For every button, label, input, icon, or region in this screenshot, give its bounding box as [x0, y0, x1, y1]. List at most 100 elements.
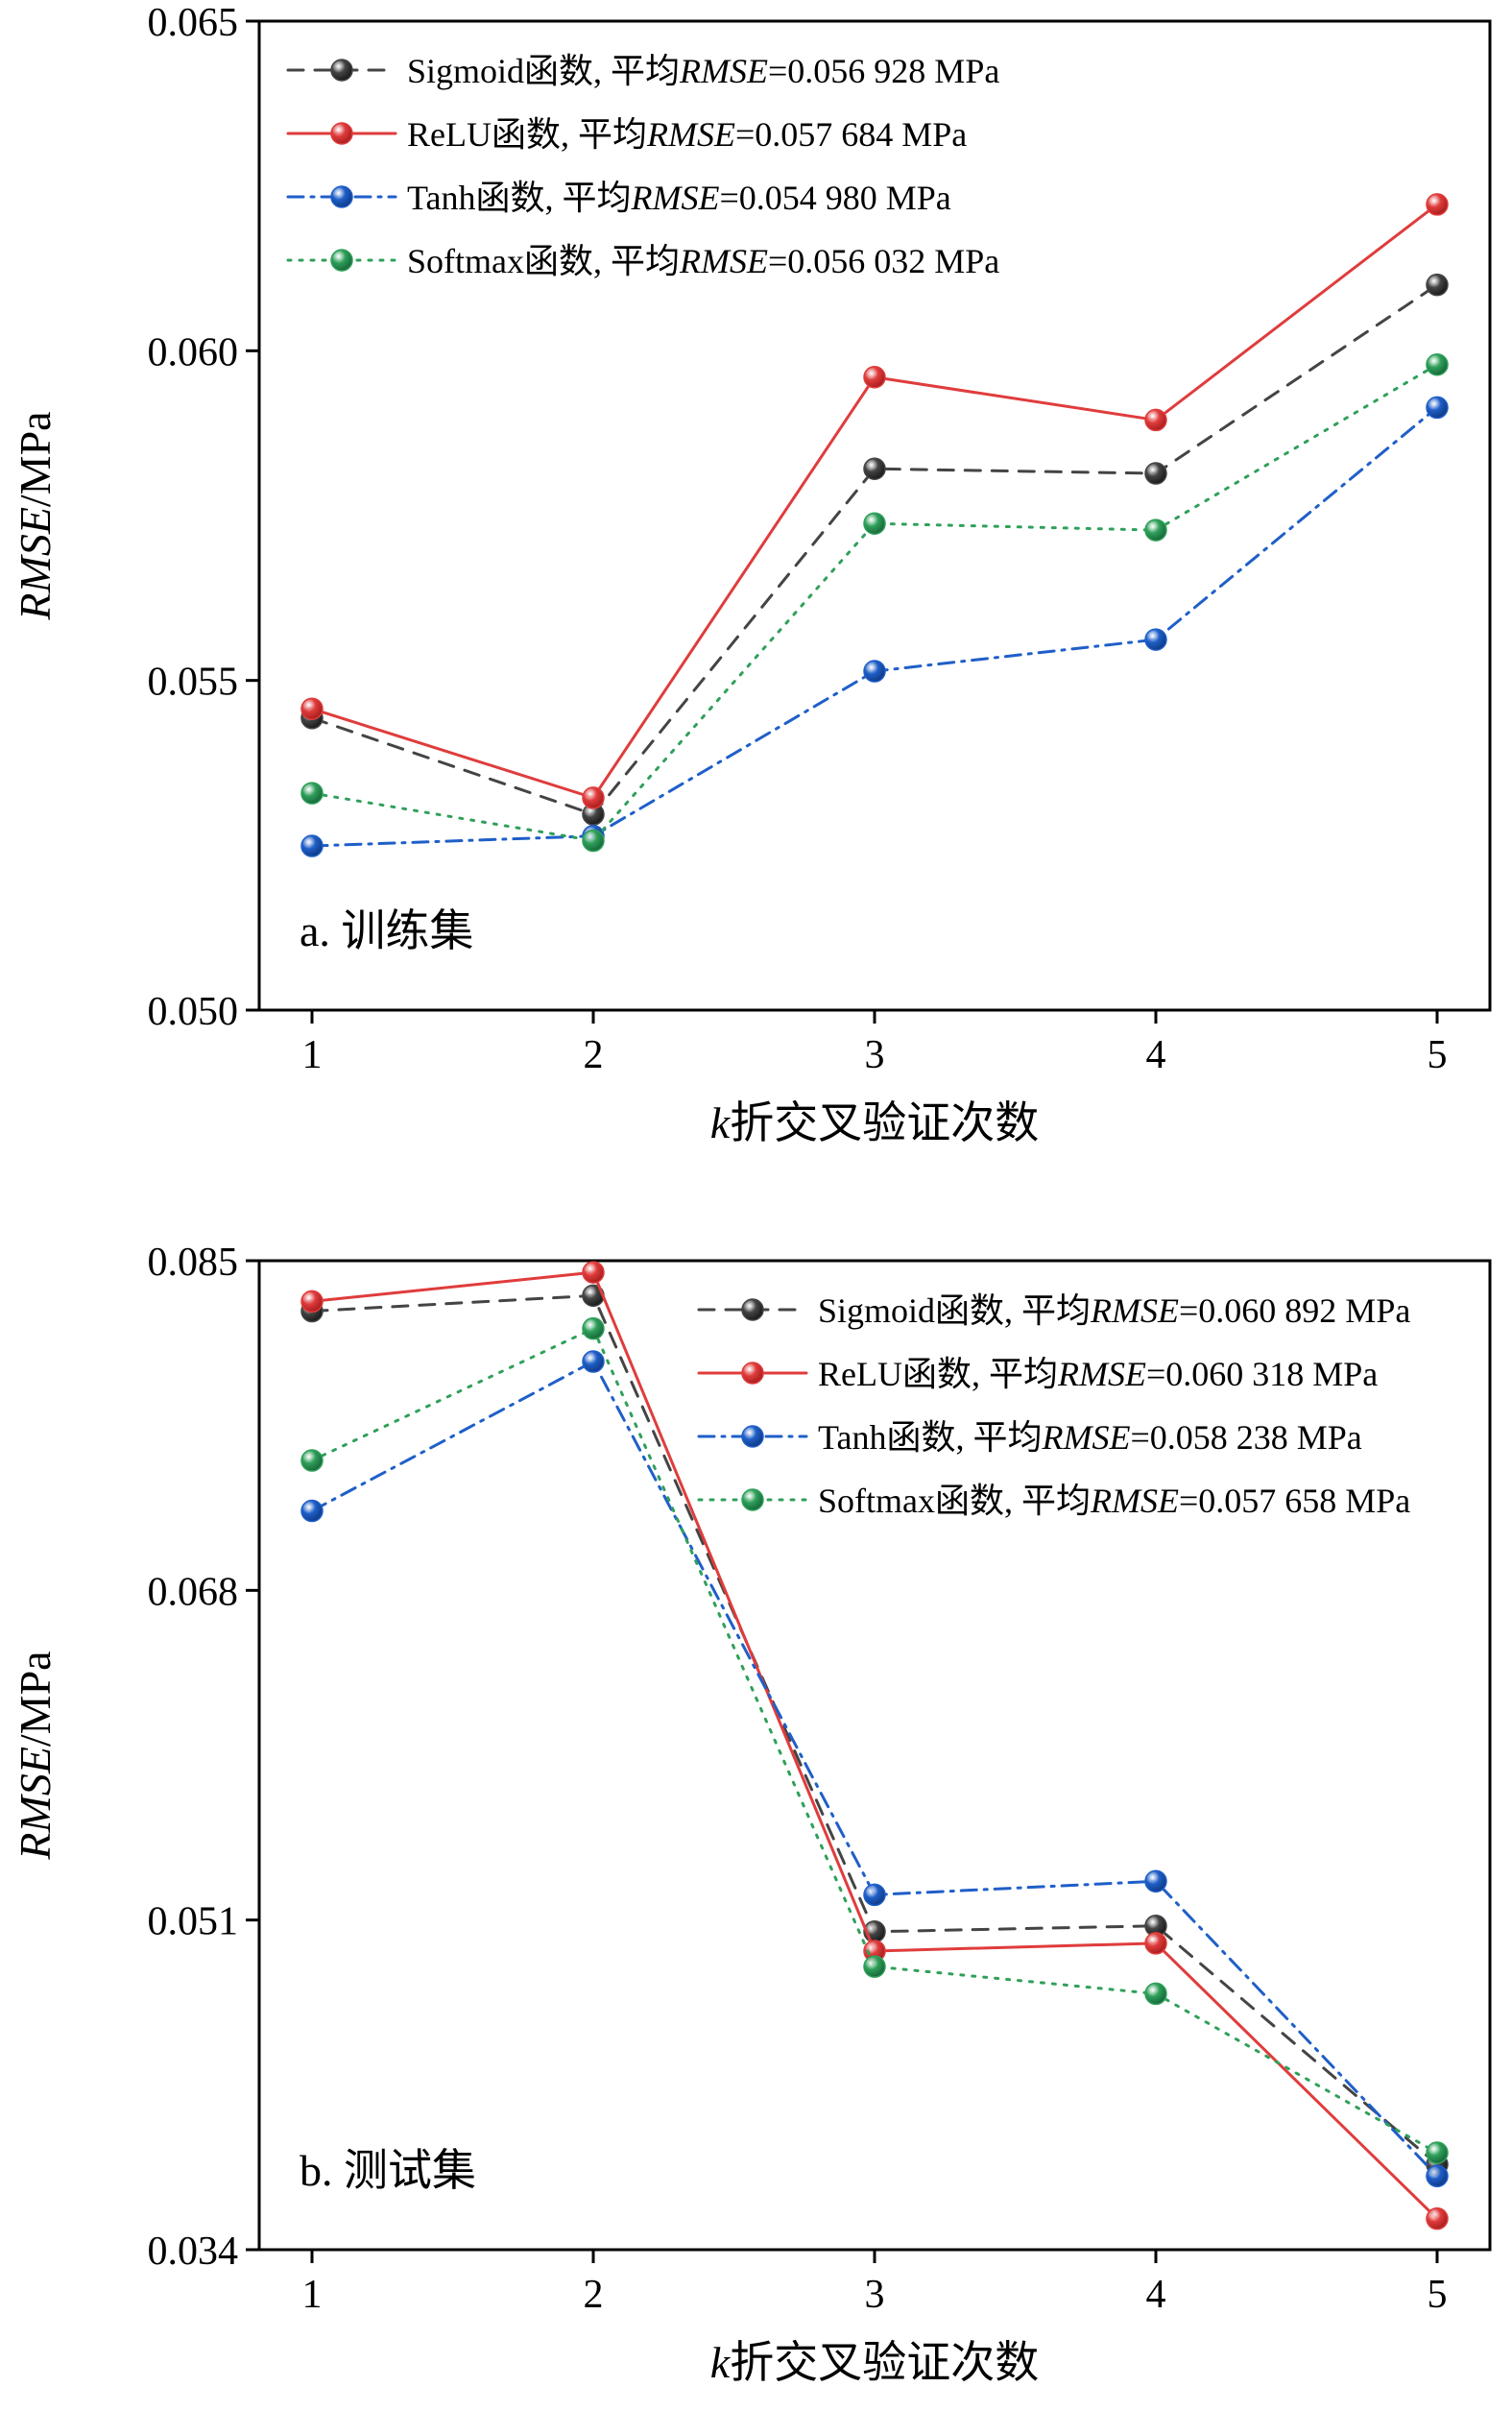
- x-tick-label: 3: [865, 1033, 885, 1077]
- x-tick: 5: [1428, 1010, 1448, 1077]
- data-point: [863, 660, 886, 683]
- legend-entry: Sigmoid函数, 平均RMSE=0.060 892 MPa: [697, 1291, 1410, 1330]
- series-line: [310, 363, 1439, 843]
- series-line: [310, 283, 1439, 816]
- data-point: [1426, 353, 1449, 376]
- series-sigmoid: [300, 273, 1449, 826]
- x-tick: 3: [865, 1010, 885, 1077]
- legend-entry: ReLU函数, 平均RMSE=0.057 684 MPa: [286, 115, 967, 154]
- chart-panel-b: 0.034 0.051 0.068 0.085 1 2 3 4 5 k折交叉验证次数 RMSE/MP…: [11, 1241, 1492, 2387]
- legend-label: Softmax函数, 平均RMSE=0.057 658 MPa: [818, 1482, 1410, 1520]
- x-tick-label: 1: [302, 2273, 323, 2317]
- x-tick: 3: [865, 2250, 885, 2317]
- data-point: [1426, 396, 1449, 420]
- data-point: [1144, 1982, 1167, 2006]
- data-point: [582, 786, 605, 809]
- legend: Sigmoid函数, 平均RMSE=0.056 928 MPa ReLU函数, 平…: [286, 52, 999, 280]
- y-tick: 0.050: [148, 990, 259, 1034]
- chart-panel-a: 0.050 0.055 0.060 0.065 1 2 3 4 5 k折交叉验证次数 RMSE/MP…: [11, 1, 1492, 1147]
- y-tick-label: 0.085: [148, 1241, 239, 1285]
- series-line: [310, 1270, 1439, 2221]
- data-point: [1426, 273, 1449, 297]
- legend: Sigmoid函数, 平均RMSE=0.060 892 MPa ReLU函数, 平…: [697, 1291, 1410, 1520]
- data-point: [863, 457, 886, 480]
- series-softmax: [300, 1316, 1449, 2164]
- data-point: [863, 1955, 886, 1978]
- y-tick: 0.051: [148, 1900, 259, 1944]
- x-tick: 2: [584, 1010, 604, 1077]
- data-point: [1426, 2206, 1449, 2230]
- data-point: [1144, 1869, 1167, 1893]
- series-tanh: [300, 1350, 1449, 2188]
- data-point: [1144, 462, 1167, 485]
- x-tick: 4: [1146, 1010, 1166, 1077]
- legend-label: Tanh函数, 平均RMSE=0.054 980 MPa: [407, 179, 951, 217]
- x-tick-label: 5: [1428, 1033, 1448, 1077]
- legend-entry: Sigmoid函数, 平均RMSE=0.056 928 MPa: [286, 52, 999, 90]
- legend-marker: [330, 185, 353, 208]
- y-tick-label: 0.034: [148, 2230, 239, 2274]
- data-point: [1144, 1932, 1167, 1955]
- legend-label: ReLU函数, 平均RMSE=0.060 318 MPa: [818, 1355, 1378, 1393]
- legend-entry: Softmax函数, 平均RMSE=0.057 658 MPa: [697, 1482, 1410, 1520]
- y-tick-label: 0.051: [148, 1900, 239, 1944]
- data-point: [1144, 628, 1167, 651]
- y-tick: 0.085: [148, 1241, 259, 1285]
- legend-label: Tanh函数, 平均RMSE=0.058 238 MPa: [818, 1418, 1362, 1457]
- data-point: [1144, 518, 1167, 542]
- y-tick: 0.034: [148, 2230, 259, 2274]
- x-tick: 1: [302, 1010, 323, 1077]
- y-tick: 0.068: [148, 1570, 259, 1614]
- data-point: [300, 1499, 324, 1523]
- data-point: [863, 1883, 886, 1907]
- data-point: [1426, 2141, 1449, 2164]
- legend-marker: [330, 59, 353, 82]
- x-tick: 5: [1428, 2250, 1448, 2317]
- data-point: [300, 782, 324, 805]
- series-relu: [300, 1261, 1449, 2230]
- x-tick: 1: [302, 2250, 323, 2317]
- y-tick-label: 0.065: [148, 1, 239, 45]
- data-point: [300, 1290, 324, 1314]
- panel-label: b. 测试集: [300, 2146, 476, 2195]
- y-axis-title: RMSE/MPa: [11, 411, 60, 620]
- data-point: [582, 1261, 605, 1284]
- x-tick-label: 4: [1146, 1033, 1166, 1077]
- legend-label: Softmax函数, 平均RMSE=0.056 032 MPa: [407, 242, 999, 280]
- legend-marker: [741, 1488, 764, 1511]
- series-line: [310, 203, 1439, 800]
- x-tick-label: 3: [865, 2273, 885, 2317]
- legend-label: Sigmoid函数, 平均RMSE=0.056 928 MPa: [407, 52, 999, 90]
- data-point: [863, 512, 886, 535]
- x-tick-label: 1: [302, 1033, 323, 1077]
- y-tick: 0.065: [148, 1, 259, 45]
- data-point: [300, 1449, 324, 1472]
- data-point: [582, 829, 605, 853]
- legend-label: ReLU函数, 平均RMSE=0.057 684 MPa: [407, 115, 967, 154]
- series-softmax: [300, 353, 1449, 853]
- legend-entry: Tanh函数, 平均RMSE=0.054 980 MPa: [286, 179, 951, 217]
- x-tick: 2: [584, 2250, 604, 2317]
- data-point: [1426, 193, 1449, 216]
- legend-marker: [741, 1362, 764, 1385]
- legend-entry: Softmax函数, 平均RMSE=0.056 032 MPa: [286, 242, 999, 280]
- legend-marker: [330, 122, 353, 145]
- y-axis-title: RMSE/MPa: [11, 1651, 60, 1860]
- panel-label: a. 训练集: [300, 906, 473, 955]
- series-line: [310, 1326, 1439, 2155]
- legend-marker: [330, 249, 353, 272]
- data-point: [1426, 2164, 1449, 2188]
- x-axis-title: k折交叉验证次数: [710, 2338, 1039, 2387]
- data-point: [300, 697, 324, 720]
- y-tick-label: 0.055: [148, 661, 239, 705]
- y-tick-label: 0.060: [148, 330, 239, 374]
- y-tick: 0.060: [148, 330, 259, 374]
- legend-entry: ReLU函数, 平均RMSE=0.060 318 MPa: [697, 1355, 1378, 1393]
- plot-frame: [257, 1259, 1492, 2252]
- y-tick: 0.055: [148, 661, 259, 705]
- legend-marker: [741, 1298, 764, 1321]
- data-point: [1144, 408, 1167, 432]
- y-tick-label: 0.050: [148, 990, 239, 1034]
- x-tick: 4: [1146, 2250, 1166, 2317]
